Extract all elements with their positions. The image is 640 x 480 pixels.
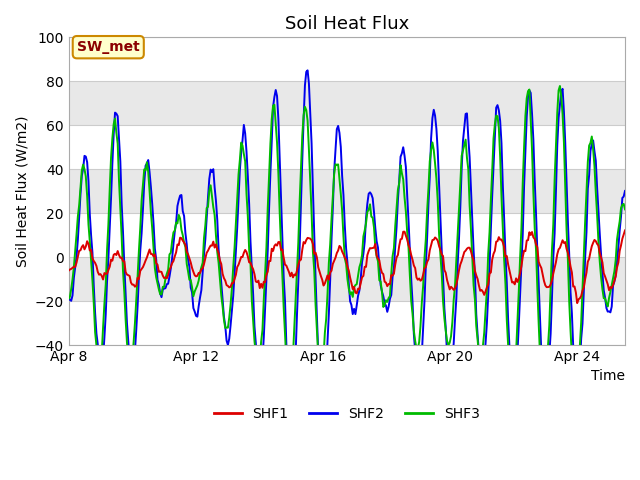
Y-axis label: Soil Heat Flux (W/m2): Soil Heat Flux (W/m2) [15,115,29,267]
Bar [68,301,625,345]
Bar [68,37,625,81]
Bar [68,257,625,301]
Title: Soil Heat Flux: Soil Heat Flux [285,15,409,33]
Legend: SHF1, SHF2, SHF3: SHF1, SHF2, SHF3 [208,401,485,426]
Bar [68,125,625,169]
Text: SW_met: SW_met [77,40,140,54]
Bar [68,81,625,125]
Bar [68,213,625,257]
Bar [68,169,625,213]
X-axis label: Time: Time [591,370,625,384]
